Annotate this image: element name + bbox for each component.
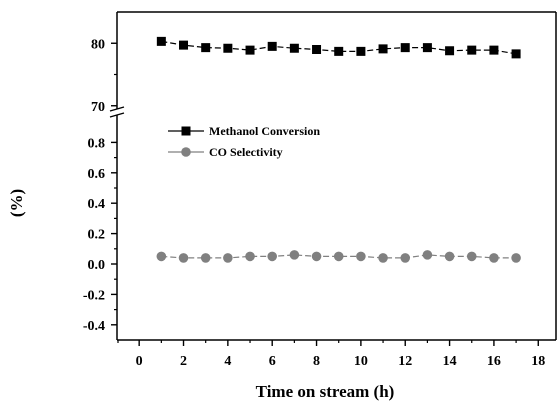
data-point-circle — [311, 251, 322, 262]
data-point-circle — [156, 251, 167, 262]
data-point-square — [267, 41, 277, 51]
x-axis-title: Time on stream (h) — [256, 382, 395, 401]
legend-label: Methanol Conversion — [209, 124, 320, 138]
x-tick-label: 14 — [443, 354, 457, 369]
data-point-square — [156, 36, 166, 46]
data-point-square — [400, 43, 410, 53]
legend-label: CO Selectivity — [209, 145, 283, 159]
x-tick-label: 10 — [354, 354, 368, 369]
data-point-circle — [356, 251, 366, 262]
data-point-square — [201, 43, 211, 53]
data-point-square — [489, 45, 499, 55]
legend-marker-circle — [181, 147, 191, 157]
data-point-circle — [223, 253, 233, 263]
data-point-circle — [511, 253, 521, 263]
axis-break-mark — [109, 112, 125, 118]
y-tick-label: 0.4 — [88, 197, 106, 212]
data-point-circle — [267, 251, 278, 262]
data-point-circle — [333, 251, 344, 262]
series-line-1 — [161, 254, 517, 259]
data-point-circle — [178, 253, 189, 263]
data-point-circle — [378, 253, 388, 263]
y-tick-label: 80 — [91, 37, 105, 52]
data-point-circle — [400, 253, 411, 263]
data-point-circle — [245, 251, 255, 262]
y-tick-label: -0.2 — [83, 288, 105, 303]
y-axis-title: (%) — [7, 189, 26, 217]
x-tick-label: 4 — [224, 354, 231, 369]
data-point-square — [511, 49, 521, 59]
axis-break-mark — [109, 106, 125, 112]
y-tick-label: 0.8 — [88, 136, 106, 151]
x-tick-label: 2 — [180, 354, 187, 369]
legend: Methanol Conversion CO Selectivity — [168, 124, 320, 159]
data-point-square — [179, 40, 189, 50]
x-tick-label: 12 — [398, 354, 412, 369]
x-tick-label: 6 — [269, 354, 276, 369]
data-point-square — [289, 43, 299, 53]
x-tick-label: 0 — [136, 354, 143, 369]
data-point-circle — [444, 251, 455, 262]
data-point-square — [467, 45, 477, 55]
data-point-square — [378, 44, 388, 54]
data-point-circle — [466, 251, 477, 262]
data-point-circle — [489, 253, 499, 263]
data-point-square — [422, 43, 432, 53]
data-point-circle — [422, 250, 433, 260]
axis-break-gap — [109, 109, 125, 115]
y-tick-label: 0.6 — [88, 167, 106, 182]
y-tick-label: 0.0 — [88, 258, 106, 273]
data-point-square — [356, 46, 366, 56]
y-tick-label: 0.2 — [88, 228, 106, 243]
data-point-circle — [200, 253, 211, 263]
plot-frame — [109, 11, 557, 341]
data-point-square — [334, 46, 344, 56]
x-tick-label: 8 — [313, 354, 320, 369]
y-tick-label: 70 — [91, 100, 105, 115]
series-line-0 — [161, 40, 517, 55]
axis-ticks: 0 2 4 6 8 10 12 14 16 18 70 80 -0.4 -0.2 0.0 0.2 0.4 0.6 0… — [83, 37, 545, 369]
data-point-square — [223, 43, 233, 53]
data-point-circle — [289, 250, 300, 260]
x-tick-label: 16 — [487, 354, 501, 369]
y-tick-label: -0.4 — [83, 319, 105, 334]
data-point-square — [312, 45, 322, 54]
legend-marker-square — [181, 126, 191, 136]
data-point-square — [445, 46, 455, 56]
x-tick-label: 18 — [531, 354, 545, 369]
data-point-square — [245, 45, 255, 55]
series-layer — [156, 36, 521, 263]
